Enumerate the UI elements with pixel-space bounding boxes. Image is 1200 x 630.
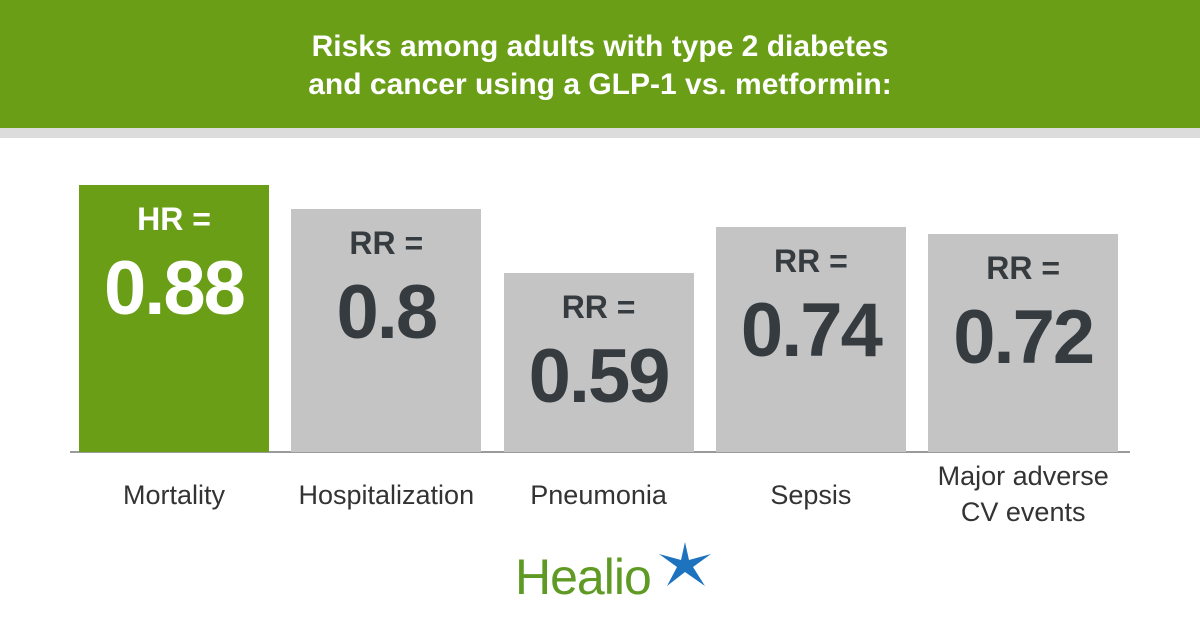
bar (79, 185, 269, 452)
category-label: Pneumonia (530, 480, 667, 510)
value-prefix: RR = (773, 243, 848, 280)
bar (715, 227, 906, 452)
chart-title: Risks among adults with type 2 diabetes … (308, 30, 892, 101)
category-label: Major adverse CV events (937, 461, 1109, 527)
logo-star (659, 542, 711, 586)
logo: Healio (515, 549, 652, 605)
value-label: 0.59 (528, 333, 671, 419)
header-strip (0, 128, 1200, 138)
baseline (70, 451, 1130, 453)
category-label: Sepsis (770, 480, 852, 510)
value-prefix: RR = (349, 225, 424, 262)
value-prefix: RR = (561, 288, 636, 325)
bar (928, 233, 1119, 452)
value-prefix: RR = (986, 249, 1061, 286)
value-label: 0.88 (104, 246, 246, 331)
bar (503, 272, 694, 452)
category-label: Mortality (122, 480, 225, 510)
header (0, 0, 1200, 128)
category-label: Hospitalization (298, 480, 475, 510)
value-label: 0.8 (336, 270, 438, 356)
value-label: 0.74 (740, 288, 883, 374)
bar (291, 209, 482, 452)
value-prefix: HR = (137, 201, 211, 237)
value-label: 0.72 (953, 294, 1095, 380)
